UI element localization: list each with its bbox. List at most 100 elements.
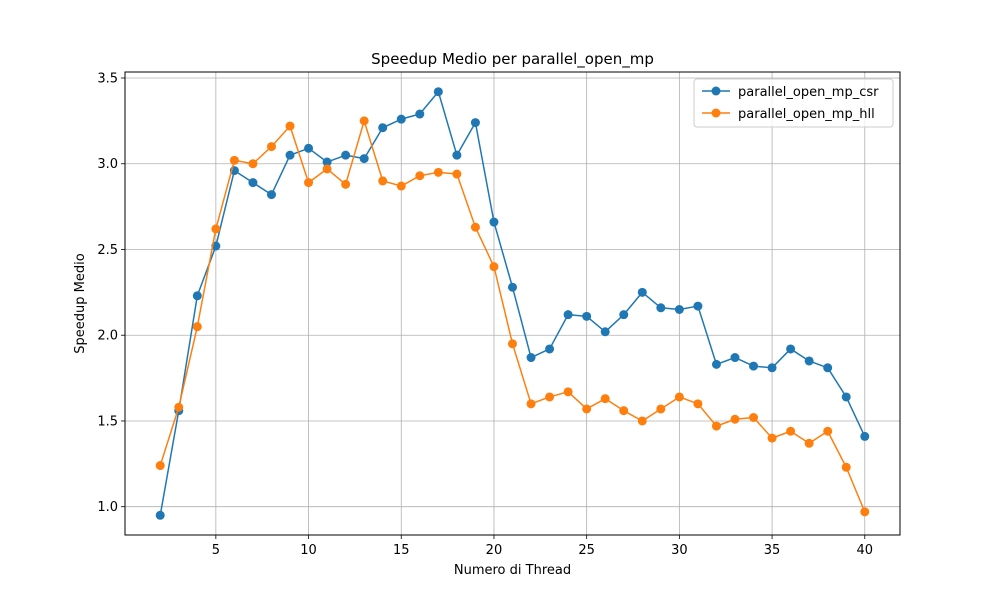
data-point-parallel_open_mp_hll xyxy=(304,178,314,188)
data-point-parallel_open_mp_csr xyxy=(285,150,295,160)
plot-area xyxy=(125,72,900,535)
data-point-parallel_open_mp_hll xyxy=(248,159,258,169)
data-point-parallel_open_mp_csr xyxy=(470,118,480,128)
data-point-parallel_open_mp_csr xyxy=(711,359,721,369)
chart-title: Speedup Medio per parallel_open_mp xyxy=(371,50,654,69)
data-point-parallel_open_mp_csr xyxy=(155,510,165,520)
data-point-parallel_open_mp_csr xyxy=(248,178,258,188)
data-point-parallel_open_mp_hll xyxy=(322,164,332,174)
data-point-parallel_open_mp_csr xyxy=(841,392,851,402)
legend-marker-hll xyxy=(711,108,721,118)
data-point-parallel_open_mp_hll xyxy=(470,222,480,232)
y-tick-label: 1.5 xyxy=(97,414,118,429)
data-point-parallel_open_mp_hll xyxy=(192,322,202,332)
data-point-parallel_open_mp_hll xyxy=(526,399,536,409)
data-point-parallel_open_mp_csr xyxy=(767,363,777,373)
x-tick-label: 35 xyxy=(764,543,781,558)
data-point-parallel_open_mp_hll xyxy=(396,181,406,191)
data-point-parallel_open_mp_hll xyxy=(711,421,721,431)
y-tick-label: 1.0 xyxy=(97,500,118,515)
data-point-parallel_open_mp_hll xyxy=(674,392,684,402)
data-point-parallel_open_mp_hll xyxy=(378,176,388,186)
data-point-parallel_open_mp_hll xyxy=(693,399,703,409)
x-tick-label: 10 xyxy=(300,543,317,558)
data-point-parallel_open_mp_csr xyxy=(600,327,610,337)
legend-label-csr: parallel_open_mp_csr xyxy=(738,85,879,100)
data-point-parallel_open_mp_csr xyxy=(730,353,740,363)
data-point-parallel_open_mp_hll xyxy=(359,116,369,126)
data-point-parallel_open_mp_csr xyxy=(823,363,833,373)
data-point-parallel_open_mp_csr xyxy=(637,287,647,297)
data-point-parallel_open_mp_hll xyxy=(211,224,221,234)
legend-label-hll: parallel_open_mp_hll xyxy=(738,107,875,122)
data-point-parallel_open_mp_csr xyxy=(674,305,684,315)
data-point-parallel_open_mp_hll xyxy=(637,416,647,426)
data-point-parallel_open_mp_hll xyxy=(452,169,462,179)
data-point-parallel_open_mp_hll xyxy=(841,462,851,472)
data-point-parallel_open_mp_hll xyxy=(619,406,629,416)
legend-box xyxy=(693,78,894,128)
data-point-parallel_open_mp_csr xyxy=(341,150,351,160)
data-point-parallel_open_mp_csr xyxy=(619,310,629,320)
data-point-parallel_open_mp_csr xyxy=(656,303,666,313)
data-point-parallel_open_mp_hll xyxy=(415,171,425,181)
data-point-parallel_open_mp_hll xyxy=(767,433,777,443)
data-point-parallel_open_mp_csr xyxy=(860,431,870,441)
data-point-parallel_open_mp_csr xyxy=(545,344,555,354)
legend-marker-csr xyxy=(711,86,721,96)
data-point-parallel_open_mp_hll xyxy=(285,121,295,131)
data-point-parallel_open_mp_csr xyxy=(359,154,369,164)
data-point-parallel_open_mp_hll xyxy=(860,507,870,517)
data-point-parallel_open_mp_hll xyxy=(174,402,184,412)
data-point-parallel_open_mp_csr xyxy=(378,123,388,133)
x-tick-label: 30 xyxy=(671,543,688,558)
data-point-parallel_open_mp_csr xyxy=(452,150,462,160)
data-point-parallel_open_mp_hll xyxy=(582,404,592,414)
data-point-parallel_open_mp_csr xyxy=(489,217,499,227)
y-axis-label: Speedup Medio xyxy=(73,253,88,353)
x-tick-label: 5 xyxy=(212,543,220,558)
data-point-parallel_open_mp_hll xyxy=(155,461,165,471)
data-point-parallel_open_mp_csr xyxy=(508,282,517,292)
series-layer xyxy=(155,87,870,520)
legend: parallel_open_mp_csr parallel_open_mp_hl… xyxy=(693,78,894,128)
plot-frame xyxy=(124,71,901,536)
data-point-parallel_open_mp_csr xyxy=(582,311,592,321)
data-point-parallel_open_mp_hll xyxy=(749,413,759,423)
data-point-parallel_open_mp_hll xyxy=(489,262,499,272)
data-point-parallel_open_mp_hll xyxy=(804,438,814,448)
grid-layer xyxy=(125,72,900,535)
data-point-parallel_open_mp_csr xyxy=(563,310,573,320)
x-axis-label: Numero di Thread xyxy=(454,563,571,578)
data-point-parallel_open_mp_hll xyxy=(656,404,666,414)
data-point-parallel_open_mp_hll xyxy=(229,155,239,165)
data-point-parallel_open_mp_csr xyxy=(786,344,796,354)
data-point-parallel_open_mp_hll xyxy=(730,414,740,424)
data-point-parallel_open_mp_csr xyxy=(192,291,202,301)
x-tick-label: 20 xyxy=(486,543,503,558)
data-point-parallel_open_mp_hll xyxy=(266,142,276,152)
data-point-parallel_open_mp_hll xyxy=(600,394,610,404)
data-point-parallel_open_mp_hll xyxy=(563,387,573,397)
data-point-parallel_open_mp_csr xyxy=(749,361,759,371)
data-point-parallel_open_mp_hll xyxy=(545,392,555,402)
data-point-parallel_open_mp_hll xyxy=(433,167,443,177)
data-point-parallel_open_mp_csr xyxy=(396,114,406,124)
y-tick-label: 2.5 xyxy=(97,243,118,258)
x-tick-label: 15 xyxy=(393,543,410,558)
x-tick-label: 25 xyxy=(578,543,595,558)
data-point-parallel_open_mp_hll xyxy=(341,179,351,189)
data-point-parallel_open_mp_csr xyxy=(804,356,814,366)
data-point-parallel_open_mp_csr xyxy=(433,87,443,97)
data-point-parallel_open_mp_hll xyxy=(508,339,517,349)
data-point-parallel_open_mp_csr xyxy=(304,143,314,153)
y-tick-label: 2.0 xyxy=(97,329,118,344)
data-point-parallel_open_mp_hll xyxy=(823,426,833,436)
data-point-parallel_open_mp_csr xyxy=(322,157,332,167)
y-tick-label: 3.5 xyxy=(97,72,118,87)
data-point-parallel_open_mp_csr xyxy=(415,109,425,119)
tick-layer: 5 10 15 20 25 30 35 40 1.0 1.5 2.0 2.5 3.0 3.5 xyxy=(97,72,873,558)
x-tick-label: 40 xyxy=(856,543,873,558)
